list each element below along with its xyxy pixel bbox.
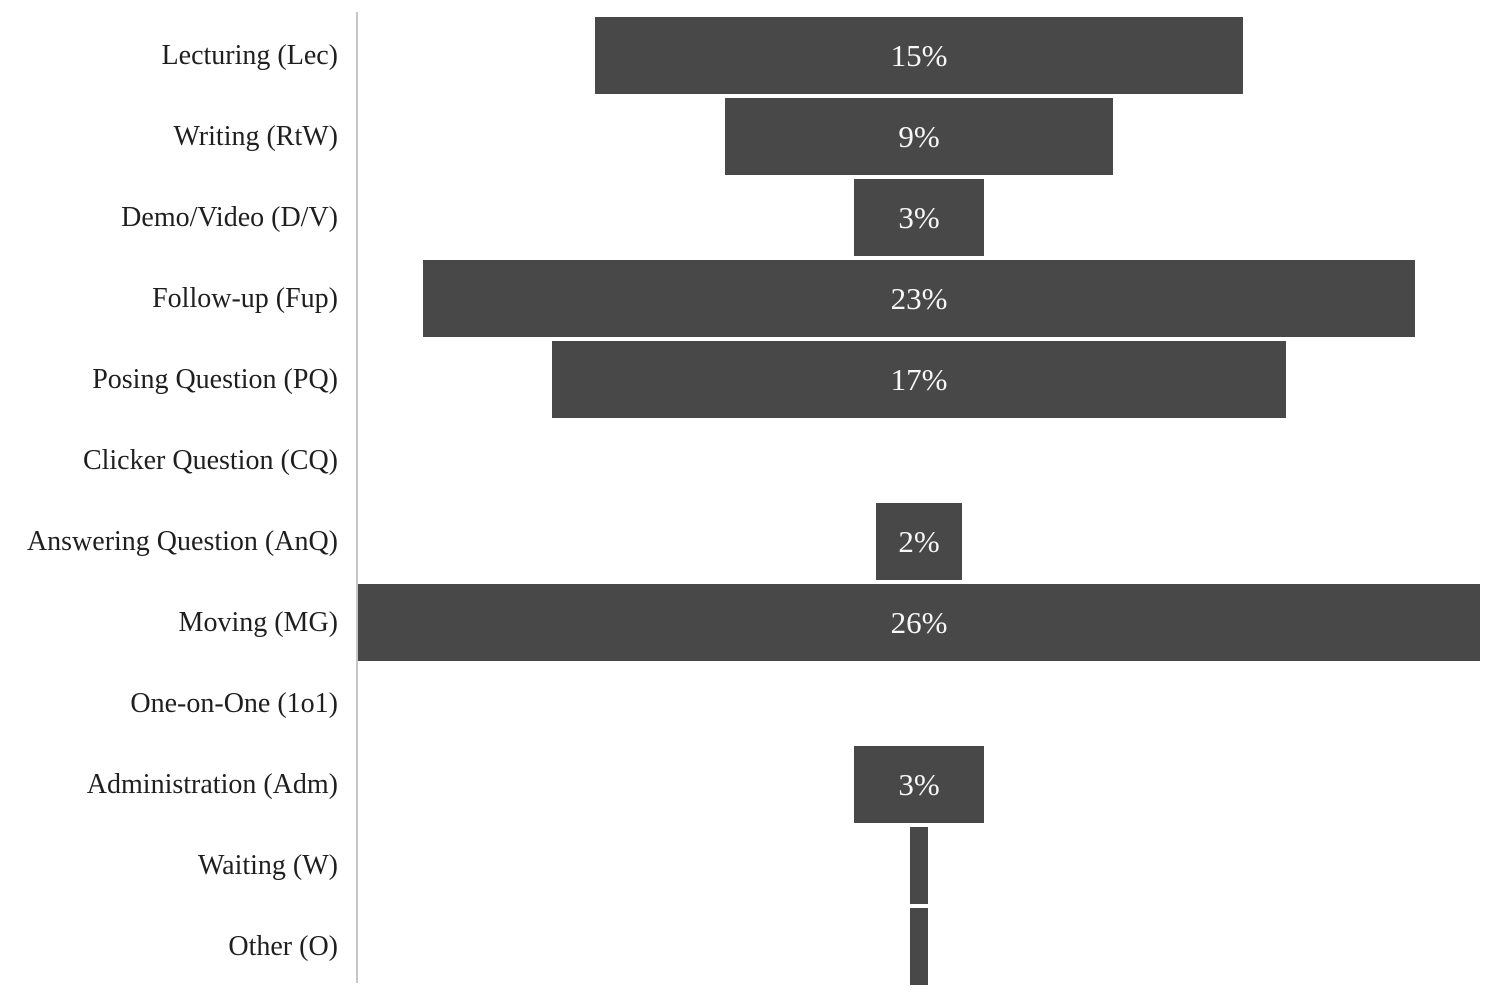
category-label: Writing (RtW) — [173, 121, 339, 152]
y-axis-line — [356, 12, 358, 983]
bar-value-label: 3% — [898, 767, 940, 802]
category-label: Administration (Adm) — [86, 769, 338, 800]
bar — [910, 827, 928, 904]
bar-value-label: 9% — [898, 119, 940, 154]
bar: 23% — [422, 260, 1416, 337]
bar: 26% — [358, 584, 1480, 661]
category-label: Demo/Video (D/V) — [121, 202, 338, 233]
category-label: Clicker Question (CQ) — [82, 445, 338, 476]
category-label: Waiting (W) — [197, 850, 338, 881]
bar-value-label: 23% — [890, 281, 948, 316]
category-label: Moving (MG) — [178, 607, 338, 638]
bar-value-label: 3% — [898, 200, 940, 235]
category-label: Answering Question (AnQ) — [26, 526, 338, 557]
bar-value-label: 17% — [890, 362, 948, 397]
bar: 15% — [595, 17, 1243, 94]
category-label: One-on-One (1o1) — [130, 688, 338, 719]
category-label: Lecturing (Lec) — [161, 40, 338, 71]
bar-value-label: 15% — [890, 38, 948, 73]
category-label: Posing Question (PQ) — [92, 364, 338, 395]
bar: 9% — [724, 98, 1114, 175]
category-label: Other (O) — [228, 931, 338, 962]
category-label: Follow-up (Fup) — [152, 283, 338, 314]
bar: 3% — [854, 746, 984, 823]
bar: 3% — [854, 179, 984, 256]
bar: 17% — [552, 341, 1286, 418]
bar-value-label: 26% — [890, 605, 948, 640]
bar — [910, 908, 928, 985]
bar: 2% — [875, 503, 963, 580]
bar-value-label: 2% — [898, 524, 940, 559]
